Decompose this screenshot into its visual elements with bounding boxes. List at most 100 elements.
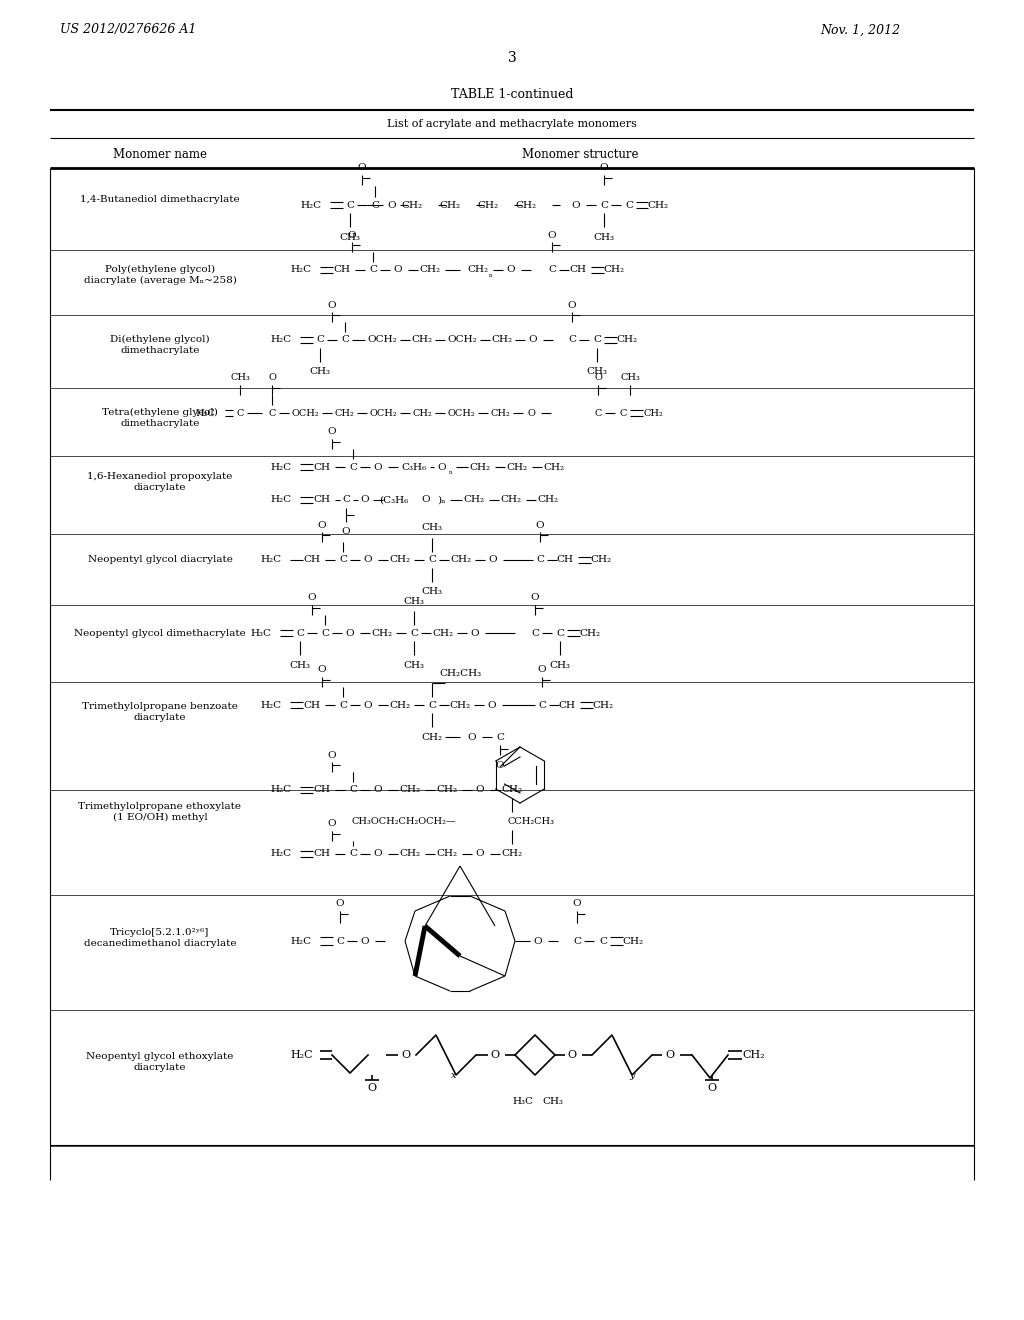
Text: CH₂: CH₂ bbox=[334, 408, 354, 417]
Text: Nov. 1, 2012: Nov. 1, 2012 bbox=[820, 24, 900, 37]
Text: CH₂: CH₂ bbox=[389, 556, 411, 565]
Text: C: C bbox=[336, 936, 344, 945]
Text: Neopentyl glycol diacrylate: Neopentyl glycol diacrylate bbox=[88, 556, 232, 565]
Text: O: O bbox=[374, 462, 382, 471]
Text: C: C bbox=[237, 408, 244, 417]
Text: O: O bbox=[488, 556, 498, 565]
Text: O: O bbox=[328, 428, 336, 437]
Text: CH: CH bbox=[334, 265, 350, 275]
Text: C: C bbox=[531, 628, 539, 638]
Text: Trimethylolpropane benzoate
diacrylate: Trimethylolpropane benzoate diacrylate bbox=[82, 702, 238, 722]
Text: C: C bbox=[349, 462, 357, 471]
Text: O: O bbox=[496, 760, 504, 770]
Text: H₂C: H₂C bbox=[290, 265, 311, 275]
Text: CH₂: CH₂ bbox=[467, 265, 488, 275]
Text: CH₂: CH₂ bbox=[477, 201, 499, 210]
Text: Tricyclo[5.2.1.0²ʸ⁶]
decanedimethanol diacrylate: Tricyclo[5.2.1.0²ʸ⁶] decanedimethanol di… bbox=[84, 928, 237, 948]
Text: CH₂: CH₂ bbox=[399, 785, 421, 795]
Text: C: C bbox=[341, 335, 349, 345]
Text: CH₂: CH₂ bbox=[439, 201, 461, 210]
Text: x: x bbox=[452, 1071, 457, 1080]
Text: O: O bbox=[348, 231, 356, 239]
Text: CH₂: CH₂ bbox=[507, 462, 527, 471]
Text: CH₂: CH₂ bbox=[451, 556, 472, 565]
Text: O: O bbox=[422, 495, 430, 504]
Text: H₂C: H₂C bbox=[195, 408, 215, 417]
Text: O: O bbox=[476, 850, 484, 858]
Text: C: C bbox=[296, 628, 304, 638]
Text: C: C bbox=[536, 556, 544, 565]
Text: CH₂: CH₂ bbox=[591, 556, 611, 565]
Text: OCH₂: OCH₂ bbox=[291, 408, 318, 417]
Text: CH₂: CH₂ bbox=[502, 850, 522, 858]
Text: H₃C: H₃C bbox=[250, 628, 271, 638]
Text: C: C bbox=[538, 701, 546, 710]
Text: )ₙ: )ₙ bbox=[437, 495, 445, 504]
Text: CH₂: CH₂ bbox=[436, 785, 458, 795]
Text: CH₂: CH₂ bbox=[450, 701, 471, 710]
Text: O: O bbox=[666, 1049, 675, 1060]
Text: O: O bbox=[530, 594, 540, 602]
Text: O: O bbox=[401, 1049, 411, 1060]
Text: CH₂: CH₂ bbox=[538, 495, 558, 504]
Text: CH₂: CH₂ bbox=[492, 335, 513, 345]
Text: Monomer structure: Monomer structure bbox=[522, 148, 638, 161]
Text: Neopentyl glycol dimethacrylate: Neopentyl glycol dimethacrylate bbox=[74, 628, 246, 638]
Text: TABLE 1-continued: TABLE 1-continued bbox=[451, 88, 573, 102]
Text: O: O bbox=[534, 936, 543, 945]
Text: O: O bbox=[567, 301, 577, 309]
Text: CH₃: CH₃ bbox=[403, 597, 425, 606]
Text: CH: CH bbox=[313, 850, 331, 858]
Text: O: O bbox=[357, 162, 367, 172]
Text: C: C bbox=[346, 201, 354, 210]
Text: CH₂: CH₂ bbox=[502, 785, 522, 795]
Text: O: O bbox=[328, 820, 336, 829]
Text: O: O bbox=[708, 1082, 717, 1093]
Text: H₂C: H₂C bbox=[260, 556, 282, 565]
Text: O: O bbox=[471, 628, 479, 638]
Text: C: C bbox=[342, 495, 350, 504]
Text: C: C bbox=[496, 733, 504, 742]
Text: CH₂: CH₂ bbox=[647, 201, 669, 210]
Text: CH₃: CH₃ bbox=[290, 660, 310, 669]
Text: O: O bbox=[360, 936, 370, 945]
Text: CH₃: CH₃ bbox=[621, 374, 640, 383]
Text: O: O bbox=[490, 1049, 500, 1060]
Text: O: O bbox=[268, 374, 275, 383]
Text: C: C bbox=[410, 628, 418, 638]
Text: O: O bbox=[317, 520, 327, 529]
Text: H₂C: H₂C bbox=[270, 495, 291, 504]
Text: OCH₂: OCH₂ bbox=[447, 408, 475, 417]
Text: ₙ: ₙ bbox=[489, 271, 493, 279]
Text: C: C bbox=[556, 628, 564, 638]
Text: CH₂: CH₂ bbox=[580, 628, 600, 638]
Text: Neopentyl glycol ethoxylate
diacrylate: Neopentyl glycol ethoxylate diacrylate bbox=[86, 1052, 233, 1072]
Text: H₂C: H₂C bbox=[270, 335, 291, 345]
Text: H₂C: H₂C bbox=[290, 936, 311, 945]
Text: CH₂: CH₂ bbox=[490, 408, 510, 417]
Text: C: C bbox=[593, 335, 601, 345]
Text: O: O bbox=[468, 733, 476, 742]
Text: O: O bbox=[336, 899, 344, 908]
Text: C: C bbox=[600, 201, 608, 210]
Text: CH₂: CH₂ bbox=[436, 850, 458, 858]
Text: CH₃: CH₃ bbox=[403, 660, 425, 669]
Text: O: O bbox=[600, 162, 608, 172]
Text: C: C bbox=[573, 936, 581, 945]
Text: CH₃: CH₃ bbox=[340, 232, 360, 242]
Text: O: O bbox=[374, 850, 382, 858]
Text: CH₂: CH₂ bbox=[464, 495, 484, 504]
Text: H₂C: H₂C bbox=[290, 1049, 312, 1060]
Text: H₂C: H₂C bbox=[270, 785, 291, 795]
Text: 3: 3 bbox=[508, 51, 516, 65]
Text: C: C bbox=[349, 785, 357, 795]
Text: CH₂: CH₂ bbox=[469, 462, 490, 471]
Text: CH₂: CH₂ bbox=[515, 201, 537, 210]
Text: OCH₂: OCH₂ bbox=[447, 335, 477, 345]
Text: CH₃OCH₂CH₂OCH₂—: CH₃OCH₂CH₂OCH₂— bbox=[352, 817, 457, 826]
Text: O: O bbox=[368, 1082, 377, 1093]
Text: CH₂: CH₂ bbox=[401, 201, 423, 210]
Text: C: C bbox=[339, 701, 347, 710]
Text: H₂C: H₂C bbox=[270, 850, 291, 858]
Text: O: O bbox=[571, 201, 581, 210]
